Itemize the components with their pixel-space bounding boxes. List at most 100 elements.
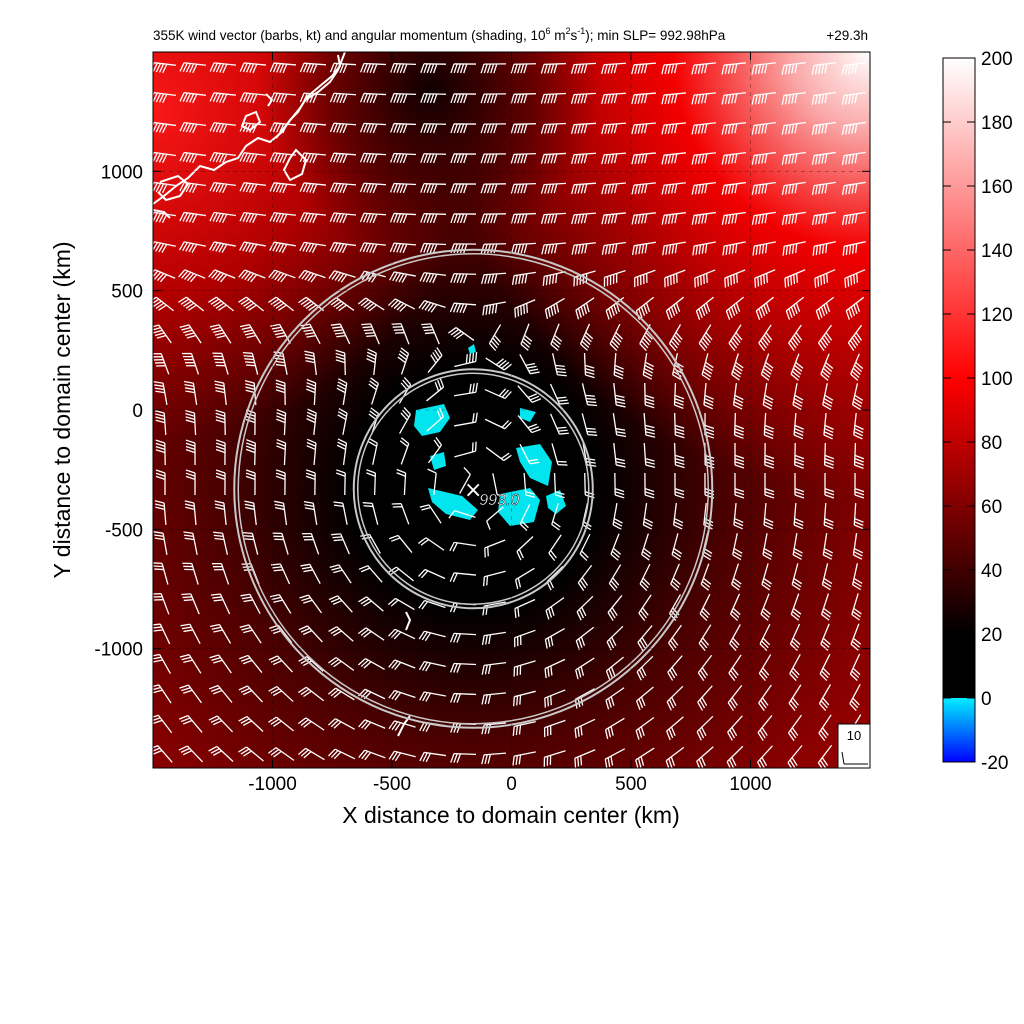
wind-barb (184, 500, 197, 526)
wind-barb (631, 182, 657, 195)
wind-barb (637, 625, 653, 651)
y-tick-label: 1000 (101, 162, 143, 183)
wind-barb (661, 152, 687, 165)
wind-barb (242, 531, 259, 555)
wind-barb (239, 92, 267, 104)
wind-barb (480, 123, 507, 134)
wind-barb (787, 745, 803, 768)
wind-barb (245, 439, 256, 466)
wind-barb (601, 152, 627, 165)
wind-barb (267, 747, 295, 761)
shading-field: × 993.0 10 (153, 52, 870, 768)
wind-barb (631, 62, 657, 75)
wind-barb (390, 122, 417, 134)
wind-barb (551, 503, 561, 531)
wind-barb (612, 413, 627, 438)
wind-barb (486, 506, 504, 531)
wind-barb (155, 469, 166, 496)
range-ring-outer (233, 248, 714, 729)
wind-barb (420, 93, 447, 104)
wind-barb (484, 388, 512, 400)
wind-barb (389, 212, 417, 224)
x-tick-label: -1000 (248, 774, 297, 795)
wind-barb (330, 323, 351, 345)
wind-barb (275, 469, 286, 496)
wind-barb (762, 533, 773, 560)
wind-barb (276, 438, 287, 466)
wind-barb (480, 153, 507, 164)
wind-barb (153, 381, 168, 405)
wind-barb (333, 501, 348, 525)
wind-barb (633, 269, 656, 288)
wind-barb (818, 714, 832, 742)
wind-barb (631, 241, 656, 256)
wind-barb (781, 151, 806, 165)
wind-barb (519, 503, 531, 531)
wind-barb (298, 656, 324, 672)
wind-barb (721, 151, 746, 165)
wind-barb (787, 714, 803, 741)
wind-barb (269, 152, 297, 164)
wind-barb (613, 442, 626, 468)
wind-barb (852, 533, 864, 560)
wind-barb (818, 324, 833, 351)
wind-barb (210, 593, 231, 615)
wind-barb (764, 472, 775, 499)
wind-barb (642, 503, 654, 530)
wind-barb (516, 536, 534, 561)
wind-barb (788, 324, 803, 352)
wind-barb (388, 689, 416, 701)
wind-barb (514, 598, 536, 619)
wind-barb (331, 533, 350, 555)
wind-barb (673, 442, 685, 469)
wind-barb (179, 654, 202, 674)
storm-center: × 993.0 (464, 478, 520, 509)
wind-barb (269, 182, 297, 194)
wind-barb (751, 62, 777, 75)
wind-barb (306, 378, 317, 406)
wind-barb (697, 685, 713, 711)
wind-barb (178, 269, 206, 283)
wind-barb (575, 657, 595, 680)
wind-barb (153, 324, 172, 344)
wind-barb (763, 412, 774, 440)
colorbar-tick-label: 120 (981, 305, 1013, 326)
wind-barb (541, 242, 567, 255)
wind-barb (328, 656, 355, 672)
wind-barb (751, 92, 776, 105)
wind-barb (450, 273, 477, 284)
wind-barb (760, 353, 774, 381)
wind-barb (185, 469, 196, 496)
wind-barb (366, 469, 377, 496)
wind-barb (644, 472, 655, 499)
wind-barb (399, 406, 411, 434)
wind-barb (513, 629, 536, 648)
wind-barb (208, 241, 236, 253)
wind-barb (792, 533, 803, 560)
wind-barb (328, 270, 356, 283)
range-ring-outer-outline (237, 253, 710, 725)
wind-barb (450, 123, 477, 134)
wind-barb (484, 539, 506, 558)
wind-barb (418, 599, 446, 610)
wind-barb (574, 718, 596, 739)
wind-barb (700, 563, 712, 591)
wind-barb (614, 472, 625, 499)
wind-barb (517, 415, 542, 434)
colorbar-tick-label: 180 (981, 113, 1013, 134)
wind-barb (608, 564, 622, 592)
wind-barb (454, 382, 479, 397)
x-axis: -1000 -500 0 500 1000 (248, 52, 772, 795)
wind-barb (481, 752, 507, 765)
wind-barb (208, 715, 234, 733)
wind-barb (812, 241, 836, 256)
wind-barb (420, 153, 447, 164)
wind-barb (357, 627, 385, 641)
wind-barb (358, 719, 386, 730)
wind-barb (449, 302, 477, 314)
wind-barb (269, 122, 297, 134)
wind-barb (850, 353, 864, 381)
wind-barb (761, 563, 772, 591)
wind-barb (428, 437, 443, 464)
wind-barb (449, 662, 477, 673)
